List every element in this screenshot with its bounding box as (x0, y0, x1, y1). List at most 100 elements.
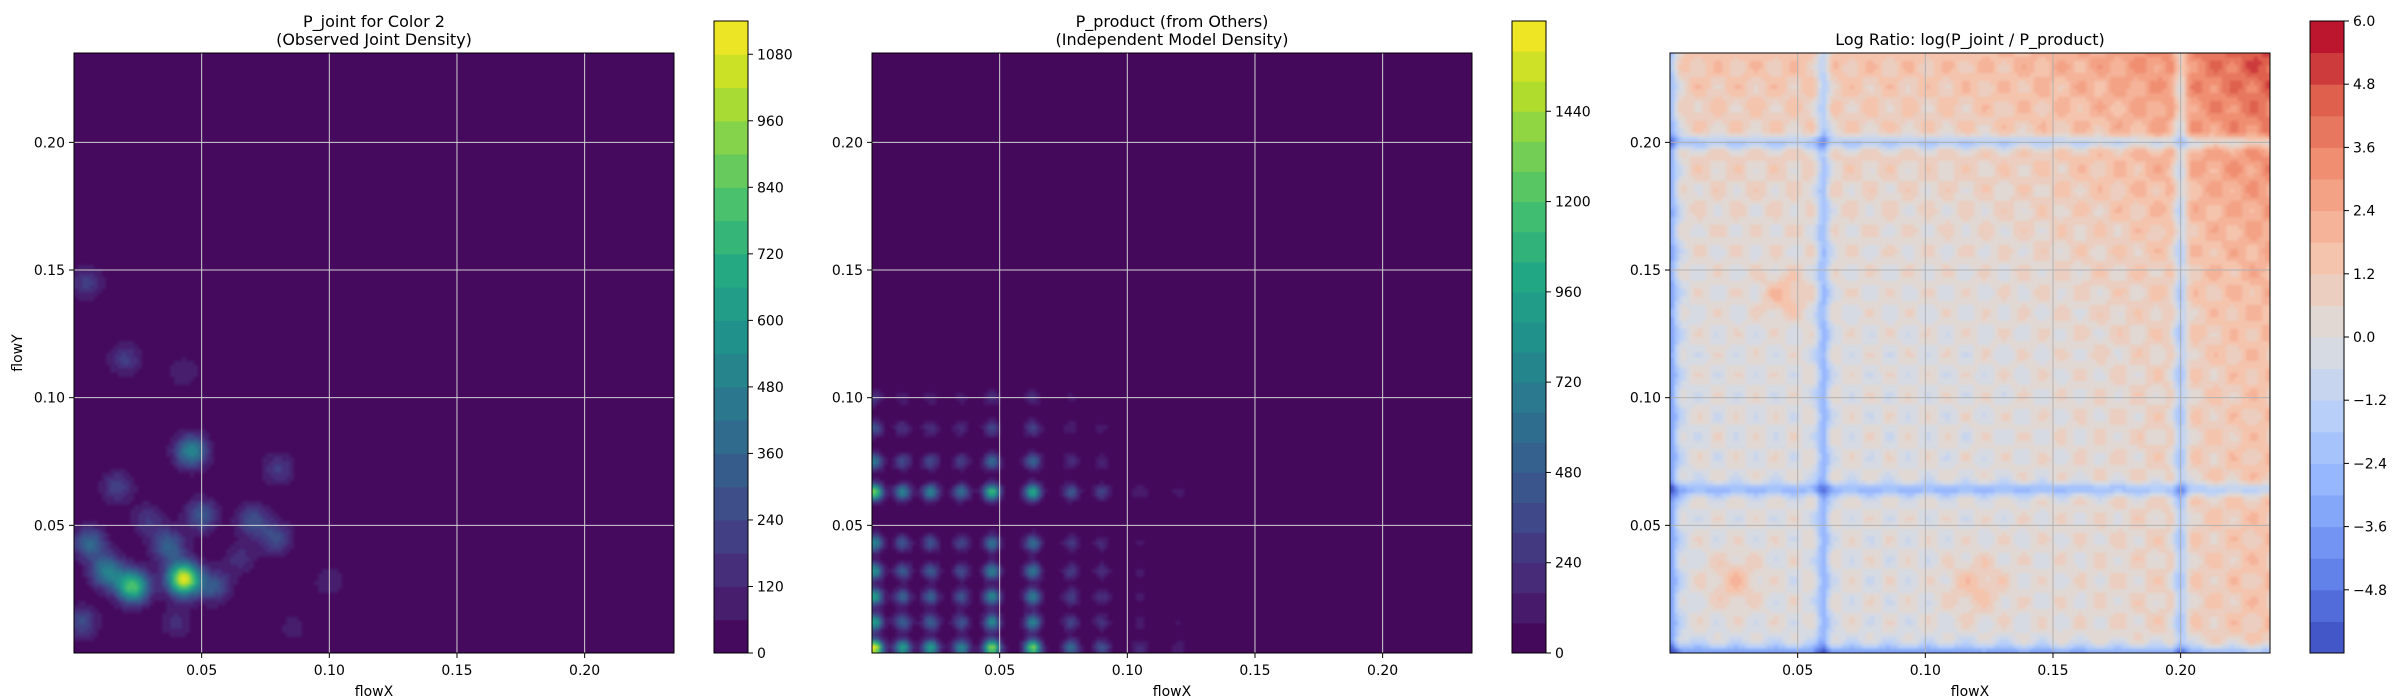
colorbar: 0 240 480 720 960 1200 1440 (1511, 20, 1591, 662)
colorbar-tick-label: 960 (1555, 285, 1582, 301)
colorbar-tick-label: 480 (1555, 465, 1582, 481)
x-tick-label: 0.20 (569, 663, 600, 679)
y-tick-label: 0.05 (1630, 518, 1661, 534)
colorbar-tick-label: 240 (1555, 556, 1582, 572)
colorbar-level (1512, 352, 1546, 383)
colorbar-level (1512, 201, 1546, 233)
colorbar-level (2310, 558, 2344, 591)
y-tick-label: 0.10 (832, 391, 863, 407)
colorbar: 0 120 240 360 480 600 720 840 960 1080 (713, 20, 793, 662)
chart-title: P_product (from Others) (1076, 12, 1269, 32)
colorbar-level (714, 220, 748, 255)
colorbar-tick-label: 120 (757, 579, 784, 595)
colorbar-tick-label: 840 (757, 180, 784, 196)
colorbar-tick-label: −1.2 (2353, 393, 2387, 409)
y-tick-label: 0.10 (34, 391, 65, 407)
heatmap-image (74, 53, 674, 653)
x-tick-label: 0.10 (314, 663, 345, 679)
colorbar-frame (1511, 20, 1547, 654)
colorbar-tick-label: 4.8 (2353, 77, 2375, 93)
y-tick-label: 0.05 (34, 518, 65, 534)
y-axis-label: flowY (10, 334, 26, 372)
y-tick-label: 0.10 (1630, 391, 1661, 407)
colorbar-tick-label: 0 (1555, 646, 1564, 662)
panel-log-ratio: 0.05 0.10 0.15 0.20 0.05 0.10 0.15 0.20 flowX Log… (1630, 14, 2387, 700)
colorbar-level (1512, 81, 1546, 112)
y-tick-label: 0.15 (1630, 263, 1661, 279)
x-tick-label: 0.05 (186, 663, 217, 679)
x-tick-label: 0.05 (1782, 663, 1813, 679)
colorbar-level (714, 519, 748, 554)
colorbar-level (2310, 337, 2344, 370)
colorbar-level (714, 619, 748, 654)
axes-frame (1669, 52, 2271, 654)
colorbar-level (1512, 51, 1546, 82)
x-axis-label: flowX (1951, 684, 1990, 700)
colorbar-level (714, 320, 748, 355)
heatmap-image (872, 53, 1472, 653)
colorbar-level (714, 386, 748, 421)
colorbar-level (2310, 115, 2344, 148)
colorbar-level (1512, 622, 1546, 654)
colorbar-level (2310, 431, 2344, 464)
colorbar-level (1512, 472, 1546, 504)
colorbar-level (2310, 463, 2344, 496)
colorbar-level (1512, 111, 1546, 142)
colorbar-level (714, 486, 748, 521)
colorbar-tick-label: 1.2 (2353, 267, 2375, 283)
colorbar-level (1512, 412, 1546, 443)
colorbar-tick-label: 1080 (757, 47, 793, 63)
colorbar-tick-label: 960 (757, 114, 784, 130)
axes-frame (871, 52, 1473, 654)
colorbar-level (714, 120, 748, 155)
colorbar-tick-label: 720 (1555, 375, 1582, 391)
colorbar-level (714, 453, 748, 488)
colorbar-tick-label: 720 (757, 247, 784, 263)
colorbar: −4.8 −3.6 −2.4 −1.2 0.0 1.2 2.4 3.6 4.8 6.0 (2309, 14, 2387, 654)
x-tick-label: 0.05 (984, 663, 1015, 679)
x-tick-label: 0.20 (2165, 663, 2196, 679)
x-tick-label: 0.10 (1910, 663, 1941, 679)
x-tick-label: 0.20 (1367, 663, 1398, 679)
colorbar-level (714, 21, 748, 55)
colorbar-level (2310, 242, 2344, 275)
x-tick-label: 0.15 (1239, 663, 1270, 679)
colorbar-tick-label: 3.6 (2353, 140, 2375, 156)
colorbar-level (1512, 532, 1546, 564)
colorbar-level (1512, 171, 1546, 203)
colorbar-level (2310, 589, 2344, 622)
colorbar-tick-label: 240 (757, 513, 784, 529)
colorbar-level (2310, 179, 2344, 212)
colorbar-level (2310, 305, 2344, 338)
colorbar-level (714, 586, 748, 621)
colorbar-level (1512, 382, 1546, 413)
colorbar-tick-label: −4.8 (2353, 583, 2387, 599)
chart-title: (Observed Joint Density) (276, 30, 472, 49)
colorbar-level (1512, 321, 1546, 353)
colorbar-level (1512, 141, 1546, 172)
colorbar-level (1512, 21, 1546, 52)
heatmap-image (1670, 53, 2270, 653)
colorbar-level (2310, 21, 2344, 54)
colorbar-tick-label: 1200 (1555, 195, 1591, 211)
colorbar-tick-label: 1440 (1555, 104, 1591, 120)
colorbar-level (2310, 210, 2344, 243)
colorbar-level (1512, 592, 1546, 624)
colorbar-level (714, 287, 748, 321)
colorbar-level (2310, 526, 2344, 559)
colorbar-level (2310, 495, 2344, 528)
colorbar-level (714, 154, 748, 188)
colorbar-tick-label: 6.0 (2353, 14, 2375, 30)
y-tick-label: 0.15 (34, 263, 65, 279)
colorbar-level (1512, 562, 1546, 594)
colorbar-level (2310, 147, 2344, 180)
colorbar-level (2310, 273, 2344, 306)
colorbar-level (1512, 231, 1546, 263)
colorbar-level (714, 54, 748, 89)
y-tick-label: 0.20 (34, 135, 65, 151)
x-tick-label: 0.15 (2037, 663, 2068, 679)
chart-title: P_joint for Color 2 (303, 12, 445, 32)
colorbar-frame (713, 20, 749, 654)
colorbar-tick-label: 2.4 (2353, 204, 2375, 220)
